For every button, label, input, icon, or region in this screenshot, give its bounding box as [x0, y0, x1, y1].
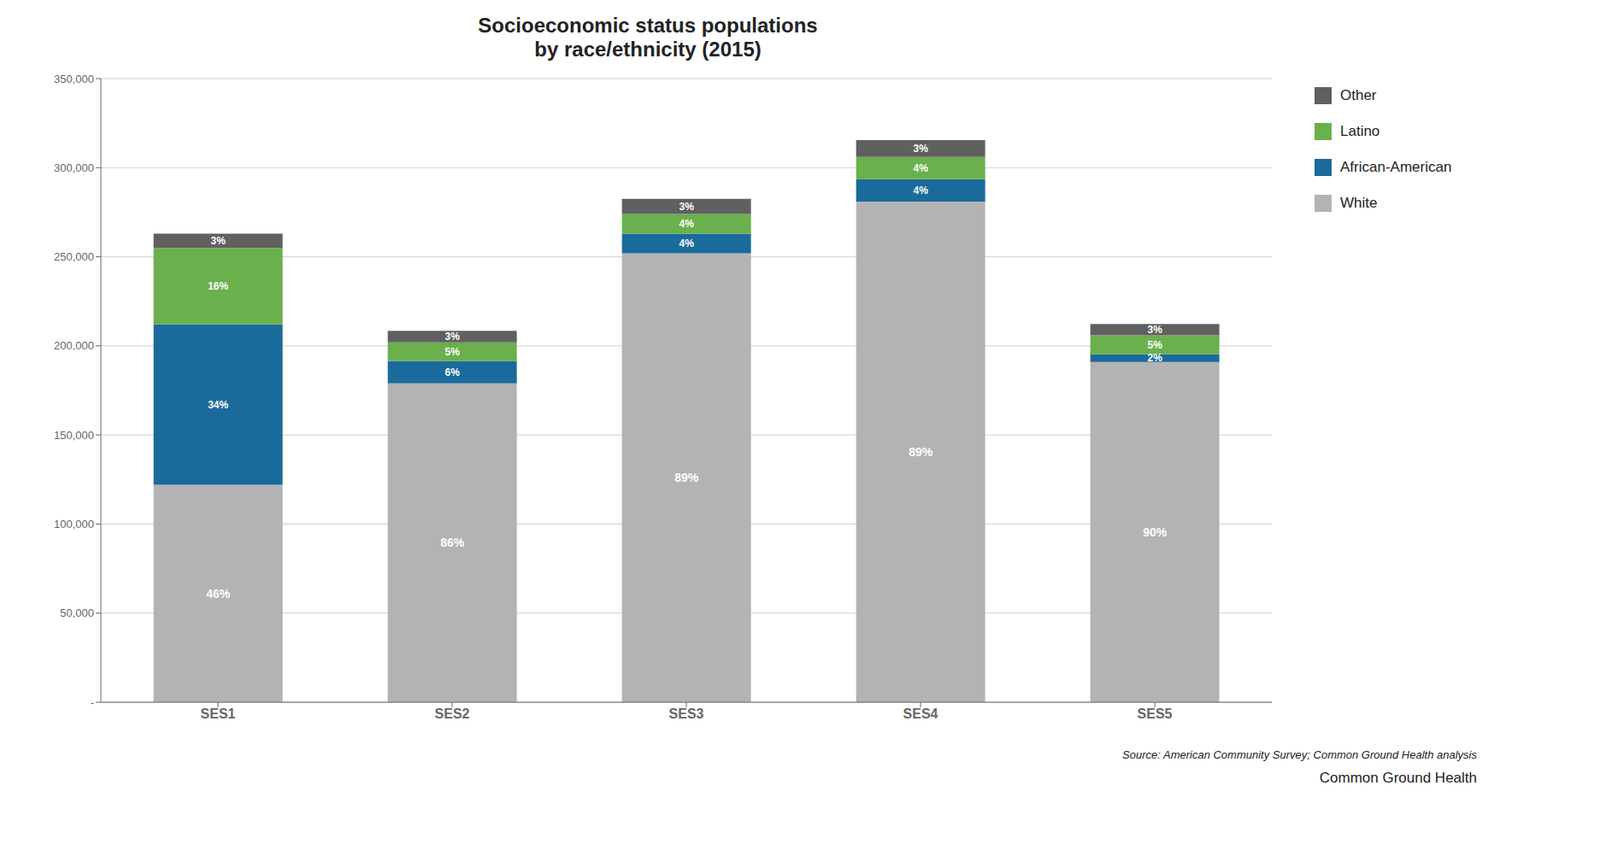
svg-text:34%: 34%	[207, 399, 229, 412]
html-text:White: White	[1340, 194, 1378, 212]
svg-text:SES4: SES4	[903, 706, 939, 722]
html-text:Latino: Latino	[1340, 123, 1380, 140]
svg-text:2%: 2%	[1147, 352, 1163, 365]
svg-text:86%: 86%	[440, 535, 465, 550]
svg-text:SES3: SES3	[669, 706, 705, 722]
svg-text:3%: 3%	[678, 200, 695, 213]
html-text:Other: Other	[1340, 87, 1377, 104]
svg-text:300,000: 300,000	[53, 161, 95, 175]
svg-text:350,000: 350,000	[53, 72, 95, 86]
html-text:by race/ethnicity (2015): by race/ethnicity (2015)	[534, 37, 762, 61]
svg-text:16%: 16%	[207, 280, 229, 293]
svg-text:3%: 3%	[210, 235, 226, 248]
html-text:Socioeconomic status populatio: Socioeconomic status populations	[478, 13, 818, 37]
svg-text:-: -	[90, 696, 95, 710]
html-text:Common Ground Health: Common Ground Health	[1319, 770, 1477, 787]
svg-text:250,000: 250,000	[53, 250, 95, 264]
svg-text:SES5: SES5	[1137, 706, 1173, 722]
svg-text:4%: 4%	[912, 162, 929, 175]
html-text:African-American: African-American	[1340, 158, 1452, 176]
svg-text:SES2: SES2	[435, 706, 471, 722]
svg-text:200,000: 200,000	[53, 339, 95, 353]
svg-text:4%: 4%	[912, 184, 929, 197]
svg-text:46%: 46%	[205, 587, 231, 601]
svg-text:SES1: SES1	[200, 706, 236, 722]
svg-text:5%: 5%	[444, 346, 460, 359]
svg-text:100,000: 100,000	[53, 517, 95, 531]
svg-text:89%: 89%	[908, 445, 934, 459]
html-text:Source: American Community Sur: Source: American Community Survey; Commo…	[1122, 748, 1477, 762]
svg-text:4%: 4%	[678, 237, 695, 250]
svg-text:90%: 90%	[1142, 525, 1168, 540]
svg-text:3%: 3%	[912, 142, 929, 155]
svg-text:6%: 6%	[444, 366, 460, 379]
svg-text:150,000: 150,000	[53, 429, 95, 442]
svg-text:5%: 5%	[1147, 339, 1163, 352]
svg-text:4%: 4%	[678, 217, 695, 230]
svg-text:89%: 89%	[674, 470, 700, 485]
svg-text:3%: 3%	[444, 330, 460, 343]
svg-text:50,000: 50,000	[59, 606, 95, 620]
svg-text:3%: 3%	[1147, 323, 1163, 336]
